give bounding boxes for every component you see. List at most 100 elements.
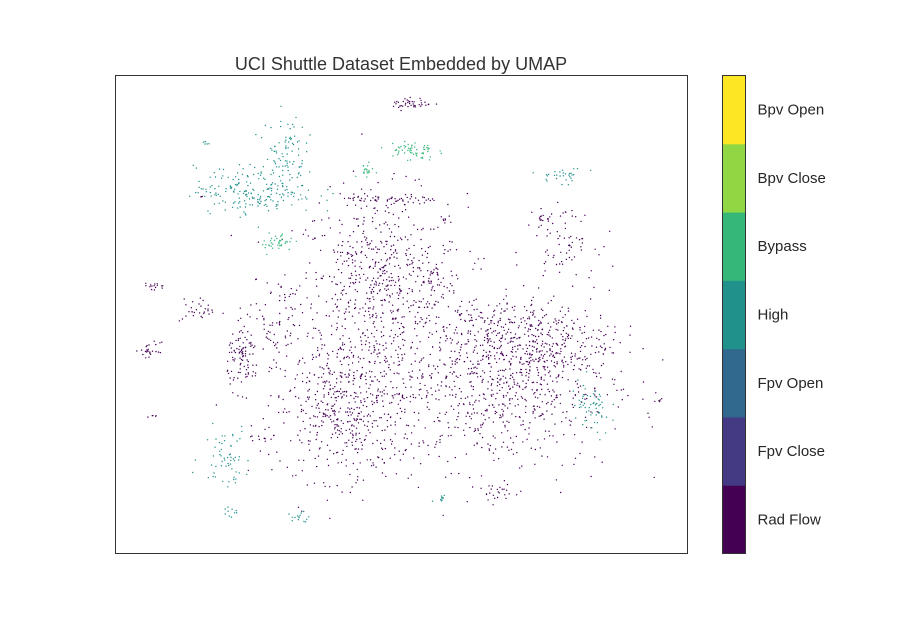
data-point (341, 325, 343, 327)
data-point (349, 245, 351, 248)
data-point (342, 335, 344, 337)
data-point (605, 416, 608, 418)
data-point (554, 318, 556, 320)
data-point (421, 254, 424, 256)
data-point (324, 413, 326, 415)
data-point (305, 382, 308, 384)
data-point (417, 419, 420, 421)
data-point (484, 410, 487, 412)
data-point (574, 394, 577, 397)
data-point (239, 201, 241, 203)
data-point (409, 151, 412, 154)
data-point (318, 376, 320, 379)
data-point (338, 430, 340, 432)
data-point (373, 336, 375, 338)
data-point (443, 494, 445, 497)
data-point (440, 348, 442, 350)
data-point (396, 292, 398, 294)
data-point (390, 310, 392, 312)
data-point (356, 438, 358, 441)
data-point (242, 352, 244, 355)
data-point (218, 185, 220, 187)
data-point (237, 338, 240, 340)
data-point (614, 331, 616, 334)
data-point (562, 362, 564, 364)
data-point (371, 280, 373, 282)
data-point (437, 268, 439, 270)
data-point (353, 397, 355, 400)
data-point (473, 349, 475, 351)
data-point (514, 395, 517, 397)
data-point (414, 320, 417, 323)
data-point (333, 371, 335, 373)
data-point (285, 355, 288, 357)
data-point (260, 172, 262, 174)
data-point (185, 315, 187, 317)
data-point (336, 322, 338, 324)
data-point (195, 309, 198, 311)
data-point (406, 292, 409, 295)
data-point (147, 348, 149, 350)
data-point (320, 334, 323, 336)
data-point (522, 388, 524, 390)
data-point (397, 101, 400, 104)
data-point (232, 433, 234, 436)
data-point (490, 355, 492, 357)
data-point (506, 420, 508, 422)
data-point (534, 335, 537, 338)
data-point (290, 193, 292, 196)
data-point (469, 250, 471, 253)
data-point (205, 188, 207, 191)
data-point (549, 216, 551, 218)
data-point (540, 376, 542, 378)
data-point (439, 342, 441, 344)
data-point (202, 188, 204, 190)
data-point (342, 422, 344, 425)
data-point (384, 361, 387, 363)
data-point (654, 400, 656, 403)
data-point (536, 388, 538, 391)
data-point (466, 310, 468, 312)
data-point (297, 363, 299, 365)
data-point (438, 455, 440, 458)
data-point (230, 370, 233, 373)
data-point (362, 223, 364, 225)
data-point (583, 402, 586, 405)
data-point (247, 459, 249, 462)
data-point (280, 234, 283, 237)
data-point (236, 440, 238, 442)
data-point (500, 308, 503, 310)
data-point (153, 340, 155, 342)
data-point (427, 392, 429, 394)
data-point (413, 101, 415, 103)
data-point (397, 264, 400, 267)
data-point (367, 336, 369, 339)
data-point (228, 481, 230, 483)
data-point (354, 270, 357, 272)
data-point (496, 352, 498, 354)
data-point (286, 241, 288, 243)
data-point (541, 401, 543, 403)
data-point (392, 252, 395, 254)
data-point (348, 252, 350, 255)
data-point (249, 316, 251, 318)
data-point (366, 241, 368, 244)
data-point (451, 394, 454, 396)
data-point (431, 333, 433, 335)
data-point (371, 168, 374, 170)
data-point (242, 168, 244, 170)
data-point (238, 178, 240, 181)
data-point (273, 434, 275, 436)
data-point (550, 299, 552, 302)
data-point (405, 175, 407, 178)
data-point (392, 322, 394, 324)
data-point (548, 173, 550, 176)
data-point (250, 334, 252, 336)
data-point (531, 389, 533, 391)
data-point (555, 352, 558, 354)
data-point (149, 353, 152, 355)
data-point (183, 298, 185, 300)
data-point (412, 266, 415, 269)
data-point (594, 248, 596, 250)
data-point (506, 483, 509, 486)
